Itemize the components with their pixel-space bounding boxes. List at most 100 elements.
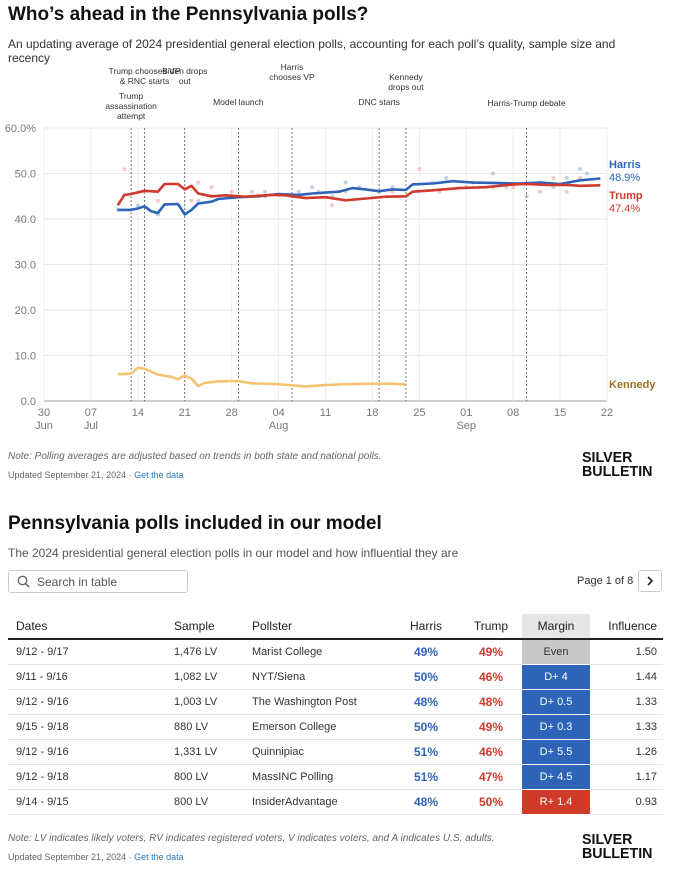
column-header-pollster[interactable]: Pollster: [244, 614, 392, 640]
y-tick-label: 0.0: [21, 396, 36, 408]
cell-margin: D+ 5.5: [522, 739, 590, 765]
column-header-influence[interactable]: Influence: [590, 614, 663, 640]
x-tick-label: 28: [226, 407, 238, 419]
cell-dates: 9/11 - 9/16: [8, 664, 166, 690]
cell-margin: R+ 1.4: [522, 789, 590, 815]
page-indicator: Page 1 of 8: [577, 575, 634, 587]
trump-poll-dot: [196, 180, 201, 185]
trump-poll-dot: [537, 189, 542, 194]
cell-dates: 9/14 - 9/15: [8, 789, 166, 815]
chart-title: Who’s ahead in the Pennsylvania polls?: [8, 4, 369, 25]
cell-pollster: Quinnipiac: [244, 739, 392, 765]
x-tick-label: 30: [38, 407, 50, 419]
event-label: Model launch: [213, 97, 264, 107]
event-label: Harris: [281, 62, 304, 72]
cell-sample: 1,331 LV: [166, 739, 244, 765]
event-label: assassination: [105, 101, 157, 111]
table-row: 9/12 - 9/16 1,331 LV Quinnipiac 51% 46% D+ 5.…: [8, 739, 663, 765]
event-label: drops out: [388, 82, 424, 92]
cell-pollster: Marist College: [244, 639, 392, 665]
harris-poll-dot: [196, 198, 201, 203]
x-tick-label: 01: [460, 407, 472, 419]
event-label: & RNC starts: [120, 76, 170, 86]
y-tick-label: 40.0: [15, 214, 36, 226]
get-data-link[interactable]: Get the data: [134, 852, 184, 862]
updated-text: Updated September 21, 2024 ·: [8, 470, 135, 480]
x-tick-month: Aug: [269, 420, 289, 432]
next-page-button[interactable]: [638, 570, 662, 592]
cell-sample: 800 LV: [166, 789, 244, 815]
trump-poll-dot: [551, 176, 556, 181]
trump-poll-dot: [417, 166, 422, 171]
event-label: attempt: [117, 111, 146, 121]
column-header-margin[interactable]: Margin: [522, 614, 590, 640]
x-tick-label: 14: [132, 407, 144, 419]
trump-label: Trump: [609, 190, 643, 202]
cell-pollster: Emerson College: [244, 714, 392, 740]
logo-line-1: SILVER: [582, 831, 633, 848]
cell-influence: 1.33: [590, 689, 663, 715]
kennedy-series-line: [117, 366, 406, 388]
event-label: Biden drops: [162, 66, 207, 76]
chart-updated: Updated September 21, 2024 · Get the dat…: [8, 470, 184, 480]
search-input[interactable]: [37, 574, 177, 589]
cell-sample: 880 LV: [166, 714, 244, 740]
cell-trump: 49%: [460, 639, 522, 665]
logo-line-2: BULLETIN: [582, 845, 653, 862]
trump-poll-dot: [330, 203, 335, 208]
harris-poll-dot: [310, 185, 315, 190]
cell-sample: 800 LV: [166, 764, 244, 790]
cell-influence: 1.50: [590, 639, 663, 665]
cell-trump: 50%: [460, 789, 522, 815]
table-note: Note: LV indicates likely voters, RV ind…: [8, 833, 495, 844]
table-row: 9/12 - 9/16 1,003 LV The Washington Post 48…: [8, 689, 663, 715]
cell-influence: 1.44: [590, 664, 663, 690]
x-tick-label: 15: [554, 407, 566, 419]
event-label: chooses VP: [269, 72, 315, 82]
harris-poll-dot: [578, 166, 583, 171]
silver-bulletin-logo: SILVER BULLETIN: [582, 831, 653, 862]
cell-influence: 1.26: [590, 739, 663, 765]
column-header-harris[interactable]: Harris: [392, 614, 460, 640]
cell-trump: 46%: [460, 664, 522, 690]
cell-margin: D+ 4: [522, 664, 590, 690]
table-subtitle: The 2024 presidential general election p…: [8, 546, 459, 560]
trump-poll-dot: [189, 198, 194, 203]
trump-poll-dot: [209, 185, 214, 190]
trump-value-label: 47.4%: [609, 203, 640, 215]
trump-poll-dot: [122, 166, 127, 171]
cell-margin: Even: [522, 639, 590, 665]
table-header-row: Dates Sample Pollster Harris Trump Margi…: [8, 614, 663, 640]
event-label: Kennedy: [389, 72, 423, 82]
y-tick-label: 50.0: [15, 169, 36, 181]
cell-influence: 1.17: [590, 764, 663, 790]
logo-line-2: BULLETIN: [582, 463, 653, 480]
harris-poll-dot: [564, 176, 569, 181]
kennedy-label: Kennedy: [609, 379, 656, 391]
harris-poll-dot: [135, 203, 140, 208]
cell-harris: 51%: [392, 739, 460, 765]
cell-harris: 48%: [392, 689, 460, 715]
get-data-link[interactable]: Get the data: [134, 470, 184, 480]
cell-dates: 9/12 - 9/18: [8, 764, 166, 790]
y-tick-label: 10.0: [15, 351, 36, 363]
logo-line-1: SILVER: [582, 449, 633, 466]
event-label: Trump chooses VP: [109, 66, 181, 76]
event-label: Trump: [119, 91, 144, 101]
cell-pollster: InsiderAdvantage: [244, 789, 392, 815]
column-header-sample[interactable]: Sample: [166, 614, 244, 640]
table-row: 9/12 - 9/18 800 LV MassINC Polling 51% 47% D+…: [8, 764, 663, 790]
x-tick-label: 04: [272, 407, 284, 419]
search-box[interactable]: [8, 570, 188, 593]
harris-value-label: 48.9%: [609, 172, 640, 184]
cell-pollster: MassINC Polling: [244, 764, 392, 790]
cell-trump: 46%: [460, 739, 522, 765]
column-header-trump[interactable]: Trump: [460, 614, 522, 640]
x-tick-label: 07: [85, 407, 97, 419]
table-row: 9/12 - 9/17 1,476 LV Marist College 49% 49% E…: [8, 639, 663, 665]
column-header-dates[interactable]: Dates: [8, 614, 166, 640]
table-row: 9/11 - 9/16 1,082 LV NYT/Siena 50% 46% D+ 4 1.…: [8, 664, 663, 690]
x-tick-label: 25: [413, 407, 425, 419]
harris-label: Harris: [609, 159, 641, 171]
